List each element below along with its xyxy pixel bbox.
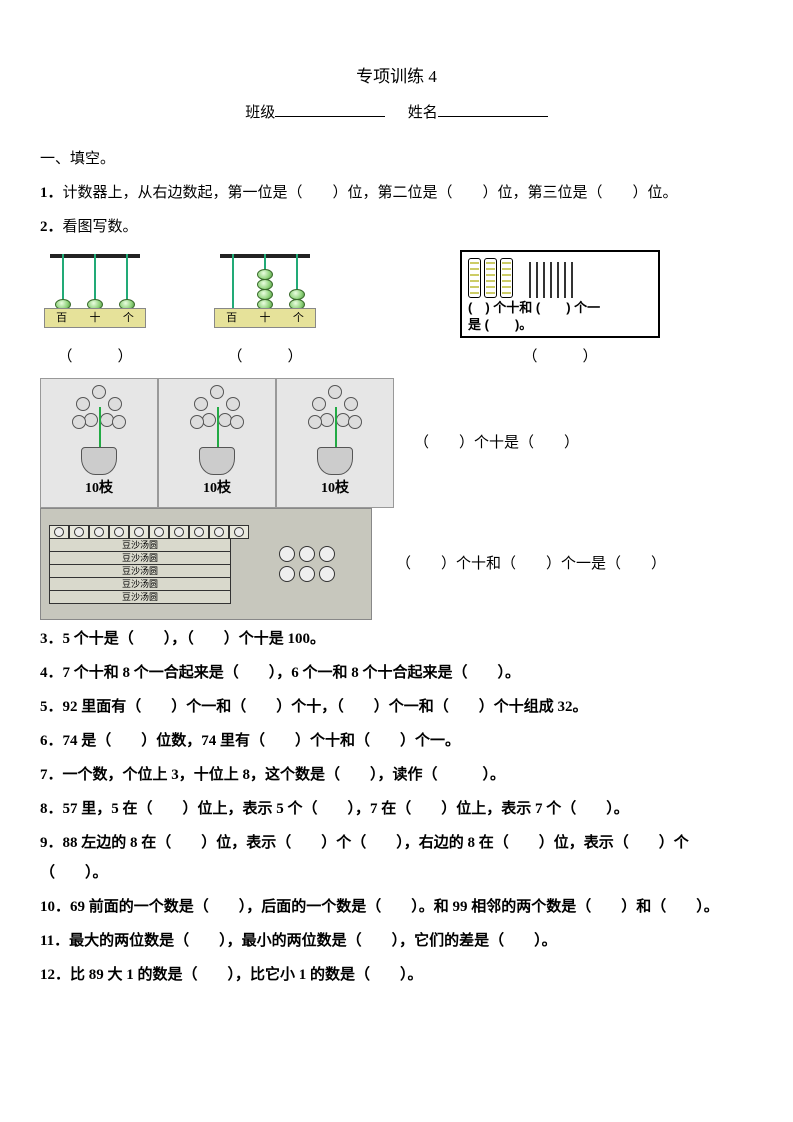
q7-text: 7．一个数，个位上 3，十位上 8，这个数是（ ），读作（ ）。: [40, 767, 505, 783]
question-1: 1．计数器上，从右边数起，第一位是（ ）位，第二位是（ ）位，第三位是（ ）位。: [40, 178, 753, 208]
vase-item: 10枝: [40, 378, 158, 508]
question-10: 10．69 前面的一个数是（ ），后面的一个数是（ ）。和 99 相邻的两个数是…: [40, 892, 753, 922]
question-9: 9．88 左边的 8 在（ ）位，表示（ ）个（ ），右边的 8 在（ ）位，表…: [40, 828, 753, 888]
tangyuan-stack: 豆沙汤圆豆沙汤圆豆沙汤圆豆沙汤圆豆沙汤圆: [49, 525, 249, 604]
q2-images-row: 百十个 （ ） 百十个 （ ） ( ) 个十和 ( ) 个一 是 ( )。 （ …: [40, 248, 753, 372]
vase-item: 10枝: [158, 378, 276, 508]
vase-row: 10枝10枝10枝（ ）个十是（ ）: [40, 378, 753, 508]
question-7: 7．一个数，个位上 3，十位上 8，这个数是（ ），读作（ ）。: [40, 760, 753, 790]
abacus-2: 百十个: [210, 248, 320, 338]
bundle-answer: （ ）: [522, 342, 597, 372]
page-title: 专项训练 4: [40, 60, 753, 94]
abacus-2-wrap: 百十个 （ ）: [210, 248, 320, 372]
question-4: 4．7 个十和 8 个一合起来是（ ），6 个一和 8 个十合起来是（ ）。: [40, 658, 753, 688]
q1-text: 计数器上，从右边数起，第一位是（ ）位，第二位是（ ）位，第三位是（ ）位。: [63, 185, 678, 201]
q9-text: 9．88 左边的 8 在（ ）位，表示（ ）个（ ），右边的 8 在（ ）位，表…: [40, 835, 689, 881]
bundle-sticks: [468, 256, 652, 298]
bundle-line2: 是 ( )。: [468, 317, 652, 334]
abacus-2-answer: （ ）: [227, 342, 302, 372]
abacus-1-wrap: 百十个 （ ）: [40, 248, 150, 372]
q12-text: 12．比 89 大 1 的数是（ ），比它小 1 的数是（ ）。: [40, 967, 423, 983]
tangyuan-loose: [279, 546, 335, 582]
bundle-box: ( ) 个十和 ( ) 个一 是 ( )。: [460, 250, 660, 338]
q3-text: 3．5 个十是（ ），（ ）个十是 100。: [40, 631, 325, 647]
abacus-1-answer: （ ）: [57, 342, 132, 372]
header-line: 班级 姓名: [40, 98, 753, 128]
question-5: 5．92 里面有（ ）个一和（ ）个十，（ ）个一和（ ）个十组成 32。: [40, 692, 753, 722]
question-11: 11．最大的两位数是（ ），最小的两位数是（ ），它们的差是（ ）。: [40, 926, 753, 956]
q5-text: 5．92 里面有（ ）个一和（ ）个十，（ ）个一和（ ）个十组成 32。: [40, 699, 588, 715]
q8-text: 8．57 里，5 在（ ）位上，表示 5 个（ ），7 在（ ）位上，表示 7 …: [40, 801, 629, 817]
question-2: 2．看图写数。: [40, 212, 753, 242]
vase-item: 10枝: [276, 378, 394, 508]
abacus-1: 百十个: [40, 248, 150, 338]
q10-text: 10．69 前面的一个数是（ ），后面的一个数是（ ）。和 99 相邻的两个数是…: [40, 899, 719, 915]
question-6: 6．74 是（ ）位数，74 里有（ ）个十和（ ）个一。: [40, 726, 753, 756]
q6-text: 6．74 是（ ）位数，74 里有（ ）个十和（ ）个一。: [40, 733, 460, 749]
name-blank[interactable]: [438, 100, 548, 118]
question-8: 8．57 里，5 在（ ）位上，表示 5 个（ ），7 在（ ）位上，表示 7 …: [40, 794, 753, 824]
tangyuan-row: 豆沙汤圆豆沙汤圆豆沙汤圆豆沙汤圆豆沙汤圆 （ ）个十和（ ）个一是（ ）: [40, 508, 753, 620]
name-label: 姓名: [408, 105, 438, 121]
tangyuan-image: 豆沙汤圆豆沙汤圆豆沙汤圆豆沙汤圆豆沙汤圆: [40, 508, 372, 620]
section-1-heading: 一、填空。: [40, 144, 753, 174]
question-3: 3．5 个十是（ ），（ ）个十是 100。: [40, 624, 753, 654]
q11-text: 11．最大的两位数是（ ），最小的两位数是（ ），它们的差是（ ）。: [40, 933, 557, 949]
q1-num: 1．: [40, 185, 63, 201]
tangyuan-tail: （ ）个十和（ ）个一是（ ）: [396, 549, 666, 579]
q2-num: 2．: [40, 219, 63, 235]
bundle-line1: ( ) 个十和 ( ) 个一: [468, 300, 652, 317]
class-blank[interactable]: [275, 100, 385, 118]
q2-text: 看图写数。: [63, 219, 138, 235]
vase-tail: （ ）个十是（ ）: [414, 428, 579, 458]
bundle-wrap: ( ) 个十和 ( ) 个一 是 ( )。 （ ）: [460, 250, 660, 372]
class-label: 班级: [245, 105, 275, 121]
question-12: 12．比 89 大 1 的数是（ ），比它小 1 的数是（ ）。: [40, 960, 753, 990]
q4-text: 4．7 个十和 8 个一合起来是（ ），6 个一和 8 个十合起来是（ ）。: [40, 665, 520, 681]
bundle-text: ( ) 个十和 ( ) 个一 是 ( )。: [468, 300, 652, 334]
